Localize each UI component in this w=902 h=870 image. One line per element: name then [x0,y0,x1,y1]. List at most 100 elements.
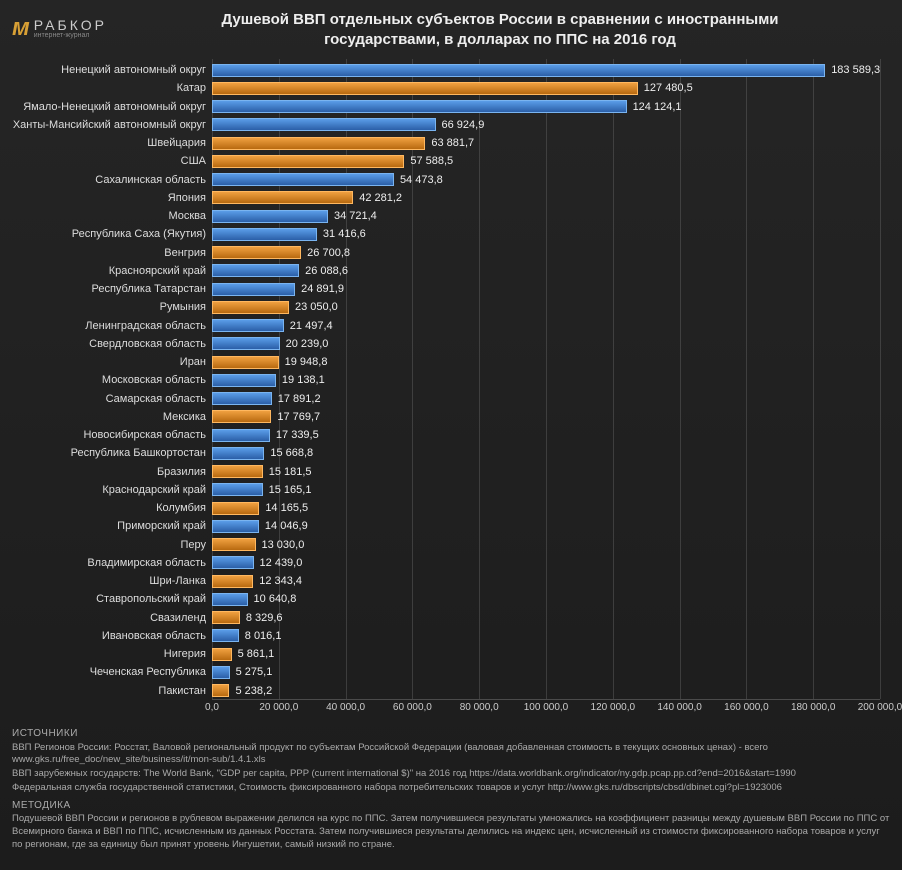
bar-row: Катар127 480,5 [212,79,880,97]
bar [212,118,436,131]
bar-label: Шри-Ланка [12,575,212,587]
logo: м РАБКОР интернет-журнал [12,8,122,48]
bar-value: 20 239,0 [280,338,329,350]
bar-value: 23 050,0 [289,301,338,313]
bar [212,684,229,697]
bar [212,575,253,588]
bar-row: Приморский край14 046,9 [212,517,880,535]
source-line: ВВП зарубежных государств: The World Ban… [12,768,890,781]
bar [212,666,230,679]
x-tick-label: 20 000,0 [259,702,298,713]
bar-value: 8 016,1 [239,630,282,642]
logo-tagline: интернет-журнал [34,32,107,39]
bar-label: Иран [12,356,212,368]
bar-value: 5 275,1 [230,666,273,678]
bar-value: 26 700,8 [301,247,350,259]
title-line-1: Душевой ВВП отдельных субъектов России в… [221,11,778,28]
bar-row: Самарская область17 891,2 [212,390,880,408]
bar-value: 15 165,1 [263,484,312,496]
bar-label: США [12,155,212,167]
bar-row: Республика Саха (Якутия)31 416,6 [212,225,880,243]
bar-value: 5 861,1 [232,648,275,660]
bar [212,520,259,533]
bar-row: Свазиленд8 329,6 [212,609,880,627]
x-tick-label: 80 000,0 [460,702,499,713]
bar-label: Свазиленд [12,612,212,624]
bar-value: 10 640,8 [248,593,297,605]
bar-value: 17 769,7 [271,411,320,423]
x-tick-label: 100 000,0 [524,702,569,713]
bar-label: Швейцария [12,137,212,149]
bar-value: 17 891,2 [272,393,321,405]
bar-label: Ивановская область [12,630,212,642]
x-tick-label: 60 000,0 [393,702,432,713]
bar [212,283,295,296]
method-text: Подушевой ВВП России и регионов в рублев… [12,813,890,851]
bar-label: Ставропольский край [12,593,212,605]
chart-title: Душевой ВВП отдельных субъектов России в… [130,8,890,49]
bar-row: Чеченская Республика5 275,1 [212,663,880,681]
bar-row: Ставропольский край10 640,8 [212,590,880,608]
bar-value: 54 473,8 [394,174,443,186]
bar-row: Ханты-Мансийский автономный округ66 924,… [212,116,880,134]
source-line: ВВП Регионов России: Росстат, Валовой ре… [12,742,890,768]
bar [212,82,638,95]
bar-value: 5 238,2 [229,685,272,697]
bar-value: 14 046,9 [259,520,308,532]
bar-row: Румыния23 050,0 [212,298,880,316]
bar-label: Ямало-Ненецкий автономный округ [12,101,212,113]
bar-value: 21 497,4 [284,320,333,332]
bar-row: Красноярский край26 088,6 [212,262,880,280]
bar-label: Владимирская область [12,557,212,569]
bar-value: 63 881,7 [425,137,474,149]
bar-row: Пакистан5 238,2 [212,682,880,700]
bar-value: 31 416,6 [317,228,366,240]
bar-row: Владимирская область12 439,0 [212,554,880,572]
bars: Ненецкий автономный округ183 589,3Катар1… [212,61,880,699]
bar-label: Красноярский край [12,265,212,277]
x-tick-label: 160 000,0 [724,702,769,713]
logo-mark-icon: м [12,14,30,42]
bar [212,502,259,515]
bar-row: Ненецкий автономный округ183 589,3 [212,61,880,79]
bar-row: США57 588,5 [212,152,880,170]
bar-row: Мексика17 769,7 [212,408,880,426]
bar-row: Перу13 030,0 [212,536,880,554]
bar [212,264,299,277]
bar-value: 124 124,1 [627,101,682,113]
header: м РАБКОР интернет-журнал Душевой ВВП отд… [12,8,890,49]
bar-row: Ямало-Ненецкий автономный округ124 124,1 [212,98,880,116]
bar-label: Пакистан [12,685,212,697]
bar-value: 19 138,1 [276,374,325,386]
x-tick-label: 200 000,0 [858,702,902,713]
x-axis: 0,020 000,040 000,060 000,080 000,0100 0… [212,699,880,719]
bar-value: 26 088,6 [299,265,348,277]
bar-label: Ненецкий автономный округ [12,64,212,76]
bar-label: Республика Саха (Якутия) [12,228,212,240]
footer: ИСТОЧНИКИ ВВП Регионов России: Росстат, … [12,727,890,852]
bar-label: Новосибирская область [12,429,212,441]
bar [212,629,239,642]
bar [212,191,353,204]
title-line-2: государствами, в долларах по ППС на 2016… [324,31,676,48]
bar [212,319,284,332]
x-tick-label: 40 000,0 [326,702,365,713]
bar [212,648,232,661]
bar [212,210,328,223]
bar-label: Ленинградская область [12,320,212,332]
logo-brand: РАБКОР [34,18,107,32]
chart-area: Ненецкий автономный округ183 589,3Катар1… [212,59,880,719]
bar-row: Колумбия14 165,5 [212,499,880,517]
bar-label: Бразилия [12,466,212,478]
bar-value: 8 329,6 [240,612,283,624]
gridline [880,59,881,699]
bar [212,429,270,442]
bar-row: Шри-Ланка12 343,4 [212,572,880,590]
source-line: Федеральная служба государственной стати… [12,782,890,795]
bar-value: 34 721,4 [328,210,377,222]
bar [212,392,272,405]
bar-label: Катар [12,82,212,94]
bar-label: Япония [12,192,212,204]
bar [212,410,271,423]
bar-value: 13 030,0 [256,539,305,551]
